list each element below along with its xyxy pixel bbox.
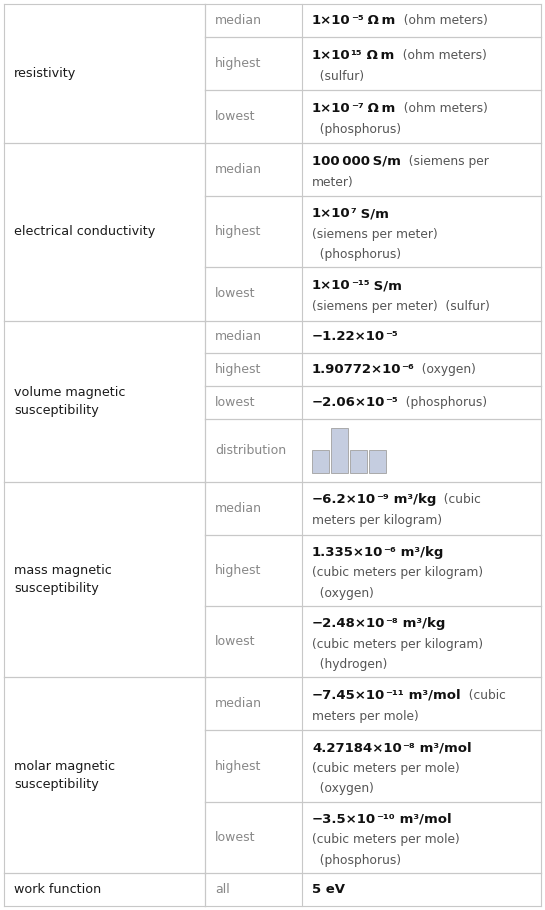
- Text: highest: highest: [215, 226, 262, 238]
- Text: ⁻⁹: ⁻⁹: [376, 493, 389, 506]
- Text: (cubic: (cubic: [461, 689, 506, 702]
- Text: ⁻⁵: ⁻⁵: [350, 14, 364, 27]
- Text: (cubic: (cubic: [437, 493, 481, 506]
- Text: (oxygen): (oxygen): [312, 587, 374, 600]
- Text: median: median: [215, 697, 262, 711]
- Text: m³/mol: m³/mol: [415, 742, 471, 754]
- Text: ⁷: ⁷: [350, 207, 356, 220]
- Text: 1×10: 1×10: [312, 279, 350, 292]
- Text: ⁻⁶: ⁻⁶: [384, 546, 396, 559]
- Text: ⁻⁸: ⁻⁸: [402, 742, 415, 754]
- Text: −2.06×10: −2.06×10: [312, 397, 385, 410]
- Text: (cubic meters per mole): (cubic meters per mole): [312, 834, 460, 846]
- Text: m³/kg: m³/kg: [396, 546, 444, 559]
- Text: resistivity: resistivity: [14, 67, 76, 80]
- Text: (siemens per meter): (siemens per meter): [312, 228, 438, 241]
- Bar: [331, 428, 348, 473]
- Text: m³/kg: m³/kg: [398, 617, 445, 630]
- Text: mass magnetic
susceptibility: mass magnetic susceptibility: [14, 564, 112, 595]
- Text: lowest: lowest: [215, 288, 256, 300]
- Text: −6.2×10: −6.2×10: [312, 493, 376, 506]
- Text: (siemens per: (siemens per: [401, 155, 489, 167]
- Text: (ohm meters): (ohm meters): [395, 48, 486, 62]
- Text: (cubic meters per kilogram): (cubic meters per kilogram): [312, 638, 483, 651]
- Text: (ohm meters): (ohm meters): [396, 14, 488, 27]
- Text: Ω m: Ω m: [364, 14, 396, 27]
- Text: ⁻⁵: ⁻⁵: [385, 397, 398, 410]
- Text: ⁻¹¹: ⁻¹¹: [385, 689, 404, 702]
- Text: ¹⁵: ¹⁵: [350, 48, 362, 62]
- Text: 1.90772×10: 1.90772×10: [312, 363, 402, 377]
- Text: (oxygen): (oxygen): [414, 363, 476, 377]
- Text: electrical conductivity: electrical conductivity: [14, 226, 155, 238]
- Text: molar magnetic
susceptibility: molar magnetic susceptibility: [14, 760, 115, 791]
- Text: (phosphorus): (phosphorus): [312, 248, 401, 261]
- Text: 5 eV: 5 eV: [312, 883, 345, 896]
- Bar: [312, 450, 329, 473]
- Text: lowest: lowest: [215, 831, 256, 844]
- Text: 100 000 S/m: 100 000 S/m: [312, 155, 401, 167]
- Text: (oxygen): (oxygen): [312, 783, 374, 795]
- Text: 1×10: 1×10: [312, 14, 350, 27]
- Text: all: all: [215, 883, 230, 896]
- Text: (sulfur): (sulfur): [312, 70, 364, 83]
- Text: Ω m: Ω m: [364, 102, 396, 115]
- Text: meters per mole): meters per mole): [312, 710, 419, 723]
- Text: (siemens per meter)  (sulfur): (siemens per meter) (sulfur): [312, 300, 490, 313]
- Text: S/m: S/m: [356, 207, 389, 220]
- Text: highest: highest: [215, 760, 262, 773]
- Text: (hydrogen): (hydrogen): [312, 658, 387, 671]
- Bar: [369, 450, 386, 473]
- Text: m³/mol: m³/mol: [404, 689, 461, 702]
- Bar: [350, 450, 367, 473]
- Text: volume magnetic
susceptibility: volume magnetic susceptibility: [14, 386, 125, 417]
- Text: −2.48×10: −2.48×10: [312, 617, 385, 630]
- Text: lowest: lowest: [215, 397, 256, 410]
- Text: ⁻⁸: ⁻⁸: [385, 617, 398, 630]
- Text: highest: highest: [215, 363, 262, 377]
- Text: median: median: [215, 163, 262, 176]
- Text: (cubic meters per mole): (cubic meters per mole): [312, 762, 460, 775]
- Text: 1.335×10: 1.335×10: [312, 546, 384, 559]
- Text: Ω m: Ω m: [362, 48, 395, 62]
- Text: −7.45×10: −7.45×10: [312, 689, 385, 702]
- Text: m³/kg: m³/kg: [389, 493, 437, 506]
- Text: work function: work function: [14, 883, 101, 896]
- Text: ⁻¹⁰: ⁻¹⁰: [376, 813, 395, 826]
- Text: (phosphorus): (phosphorus): [312, 854, 401, 866]
- Text: −1.22×10: −1.22×10: [312, 330, 385, 343]
- Text: 4.27184×10: 4.27184×10: [312, 742, 402, 754]
- Text: ⁻¹⁵: ⁻¹⁵: [350, 279, 370, 292]
- Text: 1×10: 1×10: [312, 207, 350, 220]
- Text: lowest: lowest: [215, 635, 256, 648]
- Text: meters per kilogram): meters per kilogram): [312, 514, 442, 528]
- Text: lowest: lowest: [215, 110, 256, 123]
- Text: median: median: [215, 330, 262, 343]
- Text: (cubic meters per kilogram): (cubic meters per kilogram): [312, 566, 483, 579]
- Text: S/m: S/m: [370, 279, 402, 292]
- Text: 1×10: 1×10: [312, 48, 350, 62]
- Text: (ohm meters): (ohm meters): [396, 102, 488, 115]
- Text: m³/mol: m³/mol: [395, 813, 451, 826]
- Text: ⁻⁵: ⁻⁵: [385, 330, 398, 343]
- Text: ⁻⁷: ⁻⁷: [350, 102, 364, 115]
- Text: distribution: distribution: [215, 444, 287, 457]
- Text: highest: highest: [215, 564, 262, 577]
- Text: (phosphorus): (phosphorus): [312, 123, 401, 136]
- Text: −3.5×10: −3.5×10: [312, 813, 376, 826]
- Text: median: median: [215, 14, 262, 27]
- Text: highest: highest: [215, 57, 262, 70]
- Text: 1×10: 1×10: [312, 102, 350, 115]
- Text: meter): meter): [312, 176, 354, 189]
- Text: (phosphorus): (phosphorus): [398, 397, 487, 410]
- Text: median: median: [215, 501, 262, 514]
- Text: ⁻⁶: ⁻⁶: [402, 363, 414, 377]
